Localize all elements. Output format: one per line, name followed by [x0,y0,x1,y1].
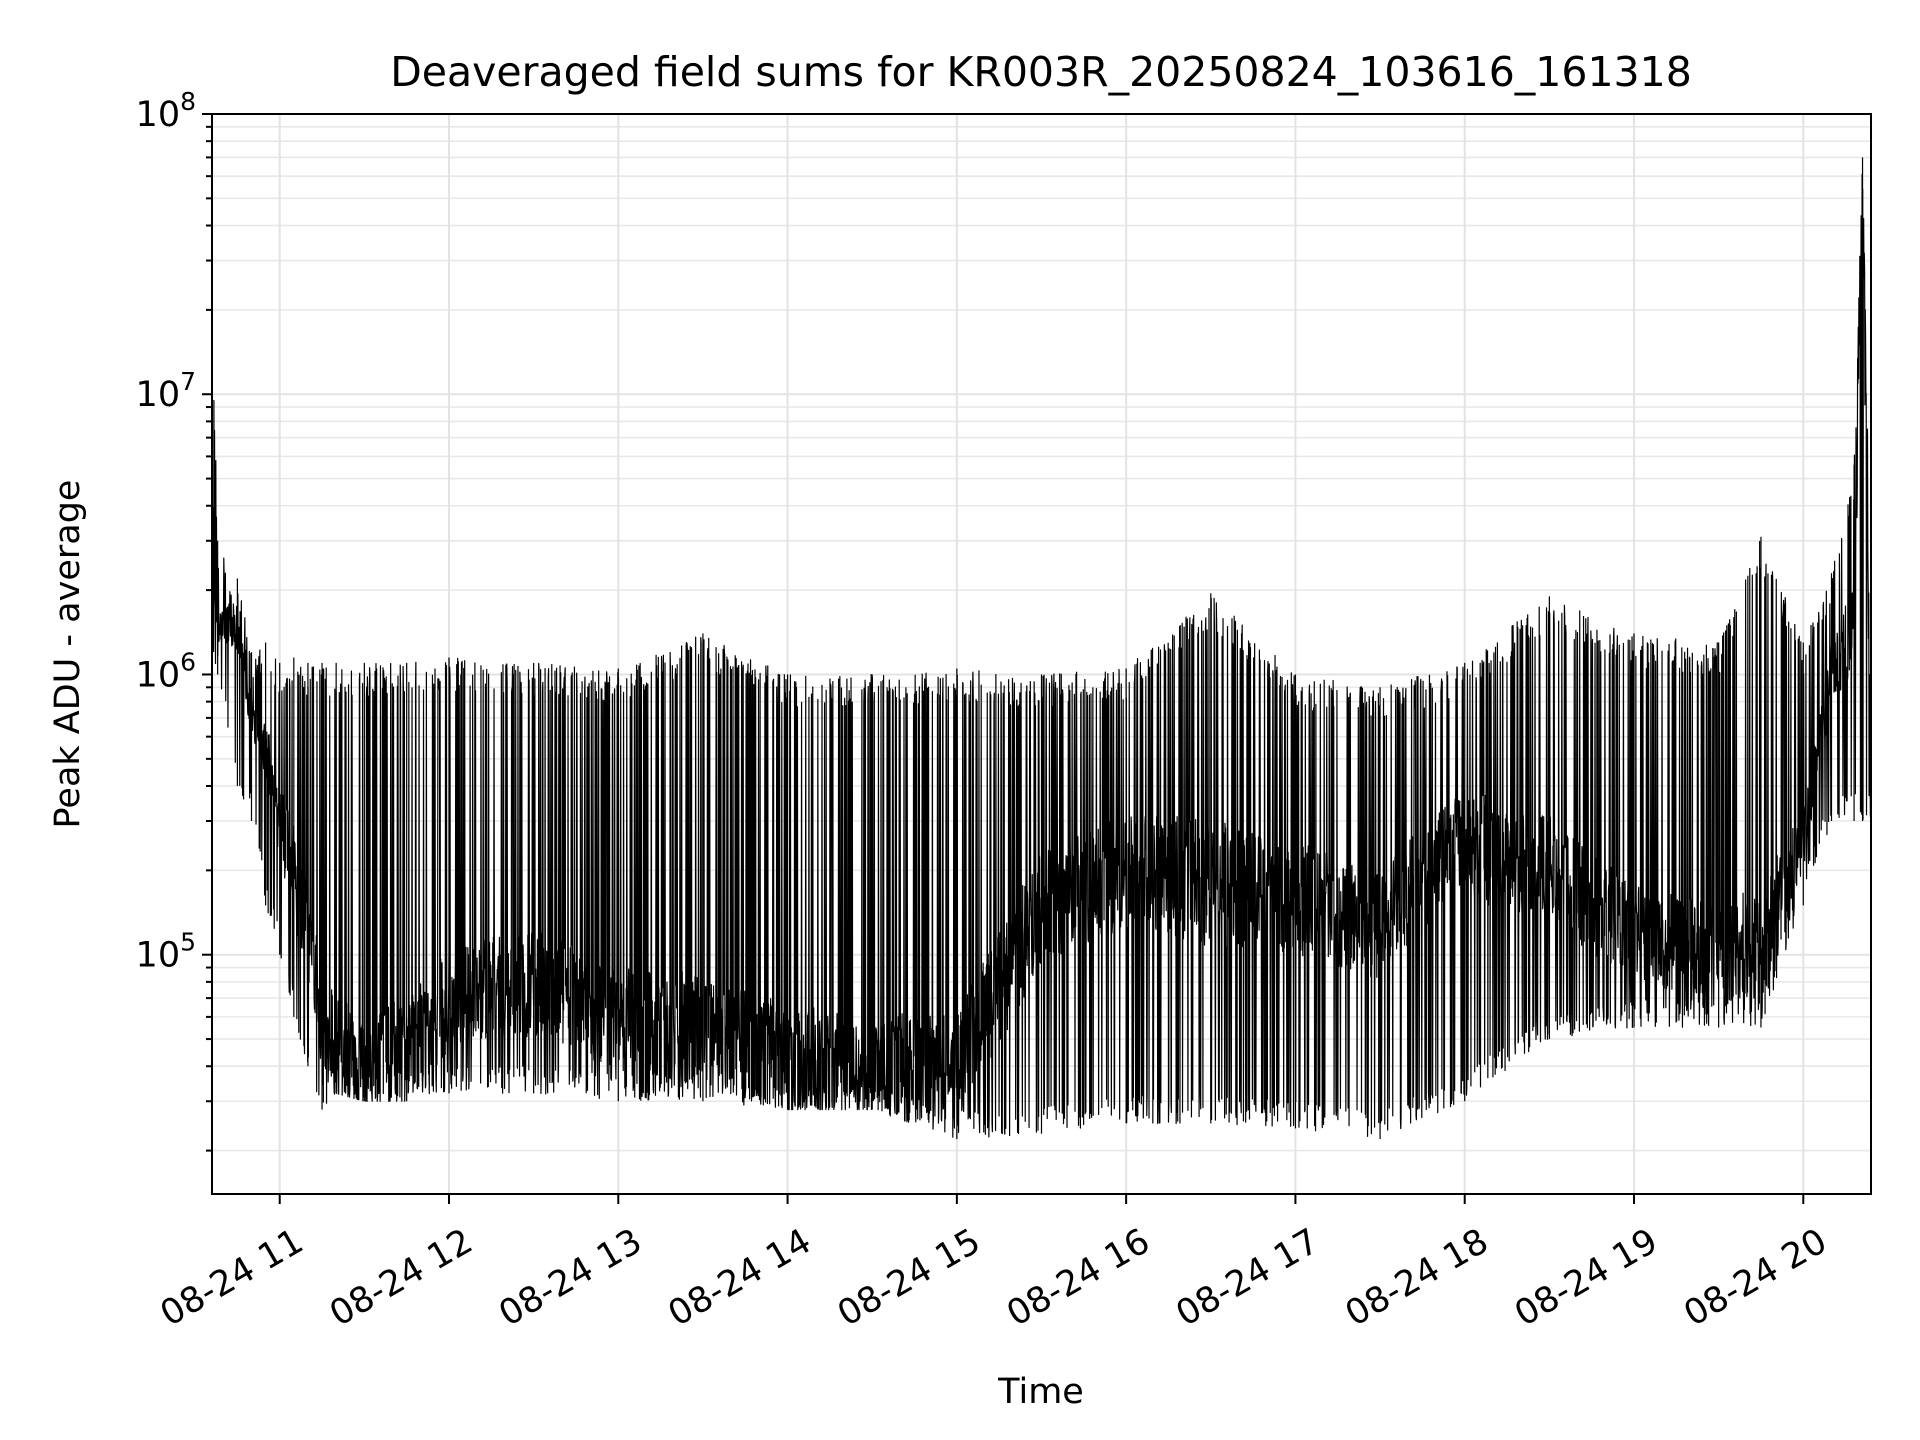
plot-frame [211,113,1872,1195]
y-tick-label-exponent: 6 [180,647,196,676]
series-area [211,157,1872,1139]
x-tick-label: 08-24 16 [1000,1221,1156,1334]
y-axis-label: Peak ADU - average [48,480,88,829]
x-axis-label: Time [997,1372,1084,1412]
y-tick-label-base: 10 [136,655,181,695]
y-tick-label: 107 [136,367,196,415]
x-tick-label: 08-24 13 [492,1221,648,1334]
x-tick-label: 08-24 17 [1170,1221,1326,1334]
y-tick-label: 106 [136,647,196,695]
chart-title: Deaveraged field sums for KR003R_2025082… [390,48,1692,96]
y-tick-label: 108 [136,87,196,135]
y-tick-label: 105 [136,928,196,976]
x-tick-label: 08-24 20 [1677,1221,1833,1334]
y-tick-label-exponent: 5 [180,928,196,957]
y-tick-label-base: 10 [136,95,181,135]
x-tick-label: 08-24 15 [831,1221,987,1334]
x-tick-label: 08-24 14 [662,1221,818,1334]
y-tick-label-base: 10 [136,375,181,415]
y-tick-label-exponent: 7 [180,367,196,396]
x-tick-label: 08-24 19 [1508,1221,1664,1334]
x-tick-label: 08-24 12 [323,1221,479,1334]
x-tick-label: 08-24 18 [1339,1221,1495,1334]
y-tick-label-base: 10 [136,936,181,976]
y-tick-label-exponent: 8 [180,87,196,116]
x-tick-label: 08-24 11 [154,1221,310,1334]
